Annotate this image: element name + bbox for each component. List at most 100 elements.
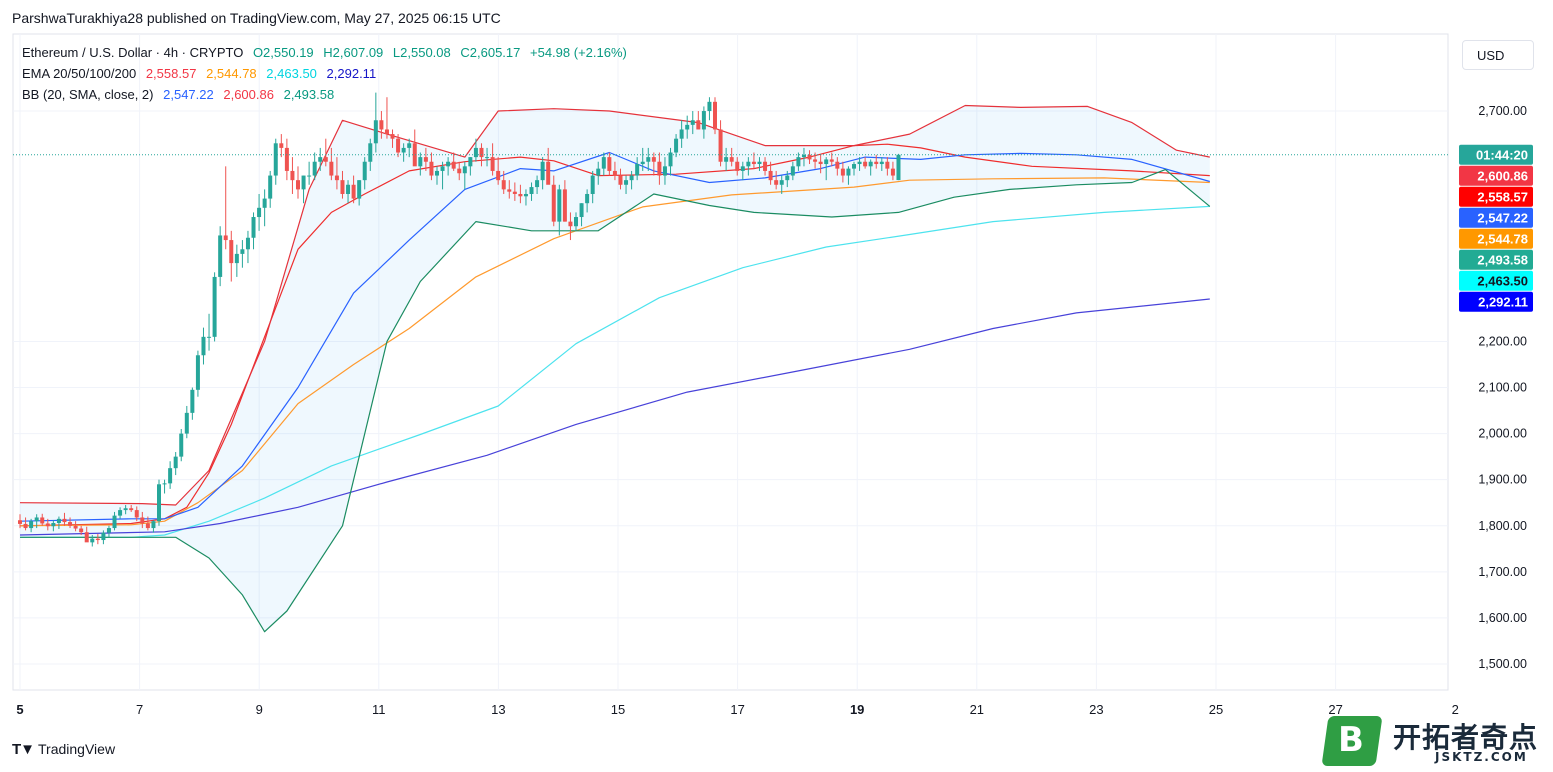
candle-body: [473, 147, 478, 158]
bb-legend[interactable]: BB (20, SMA, close, 2) 2,547.22 2,600.86…: [22, 87, 340, 102]
candle-body: [84, 532, 89, 543]
candle-body: [801, 154, 806, 158]
candle-body: [245, 237, 250, 250]
tradingview-logo[interactable]: T▼ TradingView: [12, 741, 115, 758]
x-tick-label: 17: [730, 702, 744, 717]
legend-open: O2,550.19: [252, 45, 314, 60]
candle-body: [279, 143, 284, 148]
candle-body: [807, 154, 812, 160]
countdown-label: 01:44:20: [1476, 148, 1528, 163]
candle-body: [179, 433, 184, 457]
bb-label[interactable]: BB (20, SMA, close, 2): [22, 87, 154, 102]
candle-body: [396, 138, 401, 153]
series-line-bb-basis: [19, 151, 1210, 522]
price-label-bg: [1459, 228, 1533, 249]
ema-label[interactable]: EMA 20/50/100/200: [22, 66, 137, 81]
candle-body: [23, 523, 28, 529]
candle-body: [346, 184, 351, 194]
y-tick-label: 1,700.00: [1478, 565, 1527, 579]
candle-body: [590, 175, 595, 194]
bb-basis-value: 2,547.22: [163, 87, 214, 102]
candle-body: [118, 510, 123, 516]
price-label: 2,558.57: [1477, 190, 1528, 205]
candle-body: [379, 120, 384, 130]
candle-body: [523, 193, 528, 197]
candle-body: [323, 157, 328, 162]
candle-body: [624, 180, 629, 185]
candle-body: [751, 161, 756, 165]
candle-body: [384, 129, 389, 135]
bb-fill: [20, 105, 1210, 632]
candle-body: [713, 101, 717, 130]
candle-body: [707, 101, 712, 112]
candle-body: [95, 538, 100, 541]
symbol-name[interactable]: Ethereum / U.S. Dollar · 4h · CRYPTO: [22, 45, 244, 60]
candle-body: [863, 161, 868, 167]
plot-area: [12, 33, 1449, 691]
candle-body: [813, 159, 818, 162]
candle-body: [485, 157, 490, 159]
legend-close: C2,605.17: [460, 45, 521, 60]
candle-body: [496, 170, 501, 181]
candle-body: [562, 189, 567, 222]
candle-body: [40, 517, 45, 524]
candle-body: [835, 161, 840, 169]
watermark-text: 开拓者奇点: [1393, 721, 1539, 754]
candle-body: [173, 456, 178, 469]
candle-body: [535, 180, 540, 188]
candle-body: [268, 175, 273, 199]
x-tick-label: 9: [256, 702, 263, 717]
candle-body: [735, 161, 740, 171]
candle-body: [679, 129, 684, 139]
candle-body: [218, 235, 223, 277]
price-label: 2,600.86: [1477, 169, 1528, 184]
currency-button[interactable]: USD: [1462, 40, 1534, 70]
price-label: 2,547.22: [1477, 211, 1528, 226]
candle-body: [657, 161, 662, 176]
candle-body: [890, 168, 895, 176]
candle-body: [262, 198, 267, 208]
candle-body: [18, 520, 22, 524]
series-line-bb-lower: [20, 169, 1211, 633]
candle-body: [229, 240, 234, 264]
symbol-legend[interactable]: Ethereum / U.S. Dollar · 4h · CRYPTO O2,…: [22, 45, 633, 60]
candle-body: [45, 523, 50, 527]
x-tick-label: 21: [970, 702, 984, 717]
candle-body: [184, 412, 189, 434]
watermark-letter: B: [1338, 720, 1364, 760]
candle-body: [685, 124, 690, 130]
legend-change: +54.98 (+2.16%): [530, 45, 627, 60]
candle-body: [701, 111, 706, 130]
ema-legend[interactable]: EMA 20/50/100/200 2,558.57 2,544.78 2,46…: [22, 66, 382, 81]
price-label: 2,292.11: [1478, 295, 1528, 310]
candle-body: [829, 159, 834, 162]
candle-body: [129, 508, 134, 511]
candle-body: [640, 161, 645, 165]
series-line-bb-upper: [19, 104, 1210, 506]
candle-body: [296, 180, 300, 190]
candle-body: [73, 525, 78, 529]
candle-body: [546, 161, 551, 185]
candle-body: [601, 157, 606, 169]
candle-body: [101, 532, 106, 541]
candle-body: [334, 175, 339, 181]
candle-body: [451, 161, 456, 169]
candle-body: [746, 161, 751, 167]
candle-body: [868, 161, 873, 167]
candle-body: [401, 147, 406, 153]
bb-lower-value: 2,493.58: [283, 87, 335, 102]
candle-body: [768, 170, 773, 181]
candle-body: [629, 175, 634, 181]
candle-body: [134, 510, 139, 518]
candle-body: [362, 161, 367, 181]
x-tick-label: 15: [611, 702, 625, 717]
candle-body: [607, 157, 612, 171]
candle-body: [540, 161, 545, 181]
candle-body: [585, 193, 590, 204]
legend-high: H2,607.09: [323, 45, 384, 60]
candle-body: [646, 157, 651, 162]
candle-body: [240, 249, 245, 254]
candle-body: [874, 161, 879, 165]
x-tick-label: 2: [1452, 702, 1459, 717]
